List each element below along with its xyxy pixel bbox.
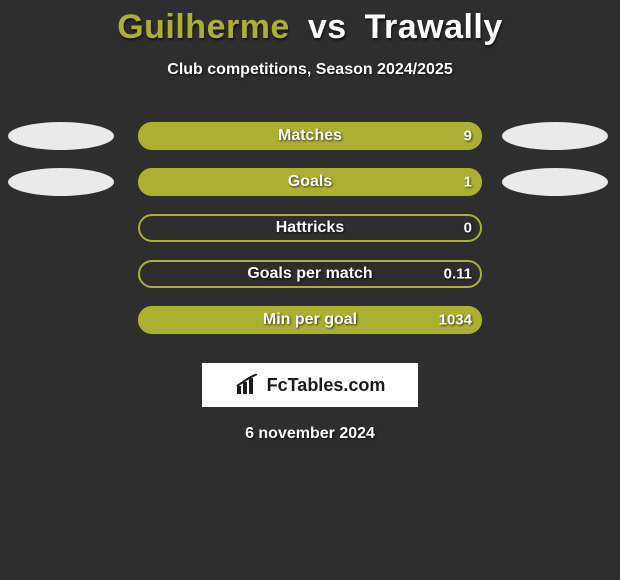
right-ellipse [502, 168, 608, 196]
stat-row: Min per goal1034 [0, 297, 620, 343]
left-ellipse [8, 122, 114, 150]
stat-label: Goals per match [138, 265, 482, 283]
stat-bar: Matches9 [138, 122, 482, 150]
stat-row: Hattricks0 [0, 205, 620, 251]
title-player1: Guilherme [117, 8, 290, 46]
stat-value: 0 [464, 220, 472, 237]
stat-bar: Hattricks0 [138, 214, 482, 242]
stat-row: Matches9 [0, 113, 620, 159]
page-title: Guilherme vs Trawally [0, 0, 620, 47]
stat-bar: Goals per match0.11 [138, 260, 482, 288]
stats-rows: Matches9Goals1Hattricks0Goals per match0… [0, 113, 620, 343]
stat-bar-fill [138, 168, 482, 196]
stat-value: 0.11 [444, 266, 472, 283]
brand-badge: FcTables.com [202, 363, 418, 407]
stat-bar: Goals1 [138, 168, 482, 196]
title-player2: Trawally [365, 8, 503, 46]
subtitle: Club competitions, Season 2024/2025 [0, 61, 620, 79]
stat-row: Goals1 [0, 159, 620, 205]
stat-label: Hattricks [138, 219, 482, 237]
stat-bar-fill [138, 306, 482, 334]
date-text: 6 november 2024 [0, 425, 620, 443]
stat-row: Goals per match0.11 [0, 251, 620, 297]
brand-text: FcTables.com [267, 375, 386, 396]
stat-bar-fill [138, 122, 482, 150]
bar-chart-icon [235, 374, 261, 396]
right-ellipse [502, 122, 608, 150]
left-ellipse [8, 168, 114, 196]
stat-bar-outline [138, 260, 482, 288]
title-vs: vs [308, 8, 347, 46]
stat-bar: Min per goal1034 [138, 306, 482, 334]
stat-bar-outline [138, 214, 482, 242]
